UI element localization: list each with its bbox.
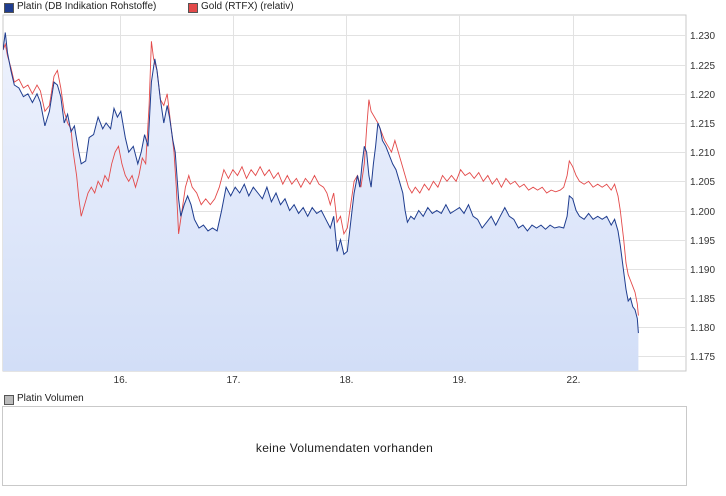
legend-label-gold: Gold (RTFX) (relativ) <box>201 1 294 12</box>
x-tick-label: 16. <box>114 375 128 386</box>
volume-empty-message: keine Volumendaten vorhanden <box>255 441 434 455</box>
legend-label-platin: Platin (DB Indikation Rohstoffe) <box>17 1 157 12</box>
price-chart: 1.175 1.180 1.185 1.190 1.195 1.200 1.205 1.210… <box>2 14 715 386</box>
x-tick-label: 22. <box>567 375 581 386</box>
y-tick-label: 1.185 <box>690 294 715 305</box>
y-axis: 1.175 1.180 1.185 1.190 1.195 1.200 1.205 1.210… <box>690 31 715 363</box>
volume-panel: keine Volumendaten vorhanden <box>2 406 687 486</box>
x-tick-label: 18. <box>340 375 354 386</box>
y-tick-label: 1.180 <box>690 323 715 334</box>
y-tick-label: 1.220 <box>690 90 715 101</box>
platin-area-fill <box>3 32 639 371</box>
x-axis: 16. 17. 18. 19. 22. <box>114 375 581 386</box>
y-tick-label: 1.215 <box>690 119 715 130</box>
volume-swatch <box>4 395 14 405</box>
gold-series-line <box>3 41 639 316</box>
platin-swatch <box>4 3 14 13</box>
y-tick-label: 1.175 <box>690 352 715 363</box>
y-tick-label: 1.225 <box>690 61 715 72</box>
y-tick-label: 1.230 <box>690 31 715 42</box>
y-tick-label: 1.195 <box>690 236 715 247</box>
x-tick-label: 17. <box>227 375 241 386</box>
legend-label-volume: Platin Volumen <box>17 393 84 404</box>
y-tick-label: 1.200 <box>690 207 715 218</box>
platin-series-line <box>3 32 639 334</box>
gold-swatch <box>188 3 198 13</box>
y-tick-label: 1.205 <box>690 177 715 188</box>
y-tick-label: 1.190 <box>690 265 715 276</box>
y-tick-label: 1.210 <box>690 148 715 159</box>
x-tick-label: 19. <box>453 375 467 386</box>
